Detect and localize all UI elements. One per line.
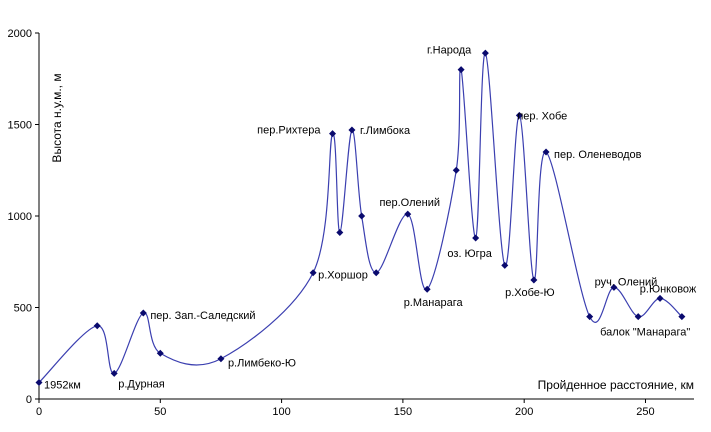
point-label: г.Лимбока xyxy=(360,125,411,137)
axes xyxy=(38,33,694,400)
data-point-marker xyxy=(156,349,164,357)
data-point-marker xyxy=(586,313,594,321)
point-labels: 1952км р.Дурная пер. Зап.-Саледский р.Лимбе… xyxy=(44,45,697,392)
x-tick-label: 250 xyxy=(636,406,654,418)
data-point-marker xyxy=(217,355,225,363)
y-axis-label: Высота н.у.м., м xyxy=(50,73,64,162)
x-tick-label: 0 xyxy=(36,406,42,418)
point-label: р.Хоршор xyxy=(318,270,368,282)
y-tick-label: 0 xyxy=(26,394,32,406)
data-point-marker xyxy=(35,379,43,387)
data-point-marker xyxy=(515,111,523,119)
data-point-marker xyxy=(309,269,317,277)
data-point-marker xyxy=(348,126,356,134)
x-tick-label: 100 xyxy=(272,406,290,418)
x-tick-label: 50 xyxy=(154,406,166,418)
x-tick-label: 200 xyxy=(515,406,533,418)
data-point-marker xyxy=(481,49,489,57)
data-point-marker xyxy=(93,322,101,330)
data-point-marker xyxy=(329,130,337,138)
data-point-marker xyxy=(139,309,147,317)
markers xyxy=(35,49,686,387)
y-tick-label: 500 xyxy=(14,303,32,315)
data-point-marker xyxy=(110,369,118,377)
data-point-marker xyxy=(656,294,664,302)
point-label: р.Хобе-Ю xyxy=(505,287,555,299)
data-point-marker xyxy=(472,234,480,242)
data-point-marker xyxy=(530,276,538,284)
data-point-marker xyxy=(501,261,509,269)
data-point-marker xyxy=(457,66,465,74)
data-point-marker xyxy=(634,313,642,321)
data-point-marker xyxy=(372,269,380,277)
point-label: пер. Зап.-Саледский xyxy=(150,310,255,322)
point-label: р.Манарага xyxy=(404,297,464,309)
y-tick-label: 1000 xyxy=(8,211,32,223)
data-point-marker xyxy=(336,228,344,236)
point-label: пер.Рихтера xyxy=(257,125,321,137)
y-tick-label: 2000 xyxy=(8,28,32,40)
point-label: р.Дурная xyxy=(118,378,165,390)
x-axis-label: Пройденное расстояние, км xyxy=(538,378,694,392)
point-label: р.Лимбеко-Ю xyxy=(228,358,296,370)
x-tick-label: 150 xyxy=(394,406,412,418)
point-label: балок "Манарага" xyxy=(600,327,690,339)
data-point-marker xyxy=(404,210,412,218)
point-label: пер. Оленеводов xyxy=(554,149,642,161)
point-label: руч. Олений xyxy=(595,276,658,288)
point-label: оз. Югра xyxy=(447,248,492,260)
data-point-marker xyxy=(452,166,460,174)
point-label: пер. Хобе xyxy=(517,110,567,122)
point-label: пер.Олений xyxy=(379,197,440,209)
data-point-marker xyxy=(542,148,550,156)
ticks: 0 50 100 150 200 250 0 500 1000 1500 2000 xyxy=(8,28,655,418)
point-label: 1952км xyxy=(44,380,81,392)
data-point-marker xyxy=(423,285,431,293)
point-label: г.Народа xyxy=(427,45,472,57)
data-point-marker xyxy=(358,212,366,220)
data-point-marker xyxy=(610,283,618,291)
point-label: р.Юнковож xyxy=(640,283,697,295)
y-tick-label: 1500 xyxy=(8,120,32,132)
data-point-marker xyxy=(678,313,686,321)
